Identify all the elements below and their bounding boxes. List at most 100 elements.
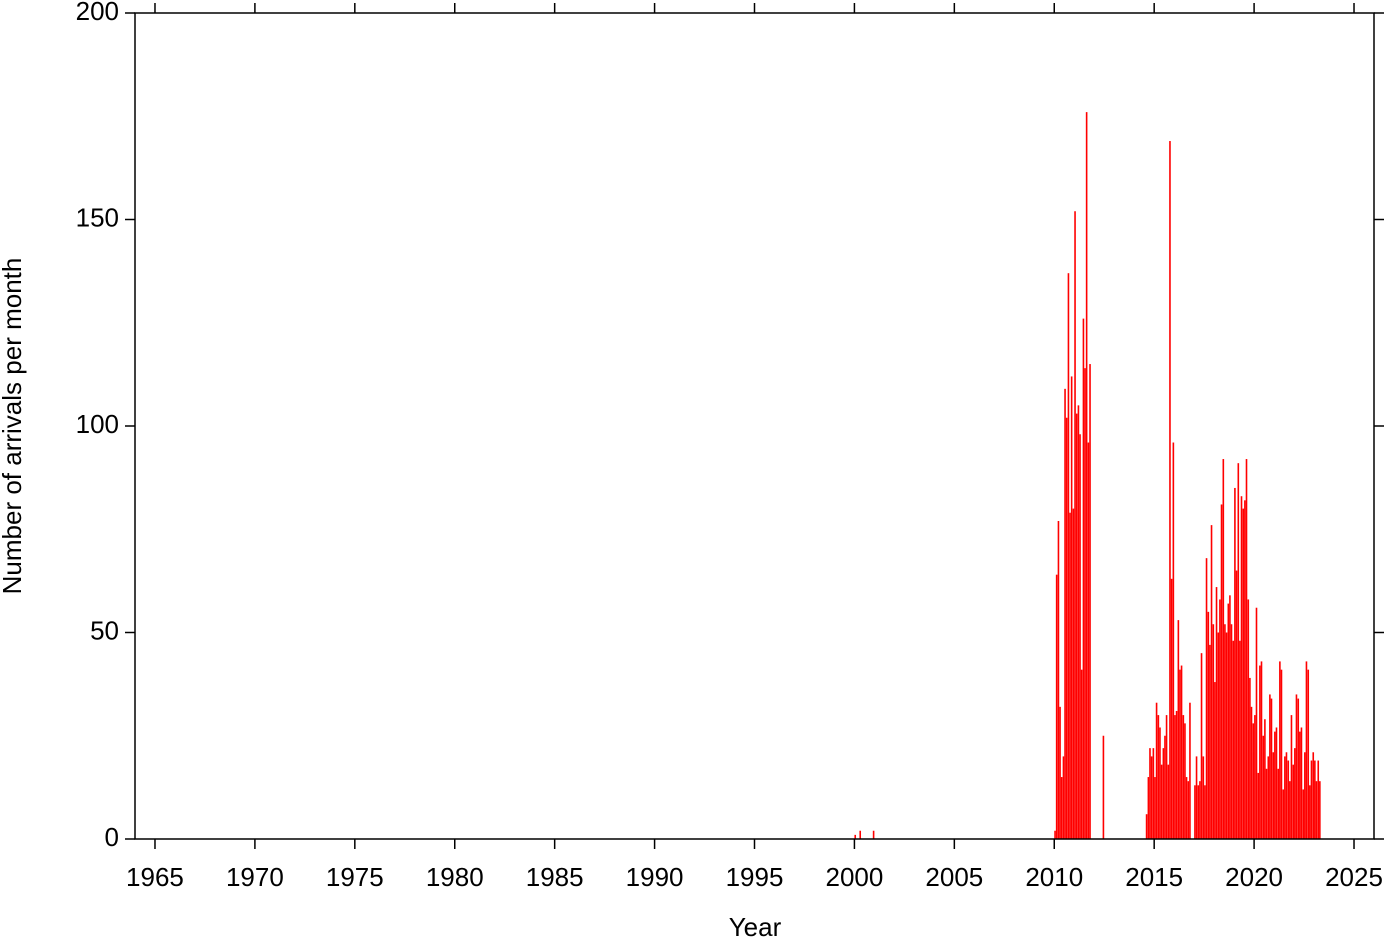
bar: [1305, 661, 1308, 839]
bar: [1277, 768, 1280, 839]
y-tick-label: 50: [90, 615, 119, 645]
bar: [1174, 715, 1176, 839]
bar: [1284, 756, 1286, 839]
bar: [1239, 640, 1241, 839]
bar: [1060, 777, 1063, 839]
bar: [1287, 760, 1290, 839]
bar: [1237, 463, 1240, 839]
bar: [1172, 442, 1175, 839]
y-axis-label: Number of arrivals per month: [0, 258, 27, 595]
bar: [1304, 752, 1306, 839]
bar: [1159, 727, 1161, 839]
bar: [1169, 141, 1171, 839]
bar: [1312, 752, 1315, 839]
bar: [1297, 698, 1300, 839]
bar: [1225, 632, 1228, 839]
bar: [1154, 777, 1156, 839]
bar: [1310, 760, 1313, 839]
x-tick-label: 1980: [426, 862, 484, 892]
bar: [1280, 669, 1283, 839]
bar: [872, 830, 875, 839]
bar: [1272, 752, 1275, 839]
bar: [1215, 587, 1218, 839]
bar: [1252, 723, 1255, 839]
bar: [1080, 669, 1083, 839]
bar: [1255, 607, 1258, 839]
bar: [1185, 777, 1188, 839]
bar: [1170, 578, 1173, 839]
x-tick-label: 1990: [626, 862, 684, 892]
bar: [1299, 731, 1301, 839]
x-tick-label: 2010: [1025, 862, 1083, 892]
bar: [1264, 719, 1266, 839]
bar: [1162, 748, 1165, 839]
bar: [1282, 789, 1285, 839]
bar: [1235, 570, 1238, 839]
bar: [1307, 669, 1310, 839]
bar: [1164, 735, 1166, 839]
y-tick-label: 150: [76, 202, 119, 232]
bar: [1207, 611, 1210, 839]
bar: [1157, 715, 1160, 839]
bar: [1294, 748, 1296, 839]
bar: [1177, 620, 1180, 839]
bar: [1069, 512, 1071, 839]
bar: [1290, 715, 1293, 839]
bar: [1184, 723, 1186, 839]
bar: [1065, 417, 1068, 839]
bar: [1219, 599, 1221, 839]
bar: [1275, 727, 1278, 839]
bar: [1204, 785, 1206, 839]
bar: [1319, 781, 1321, 839]
bar: [1189, 702, 1191, 839]
bar: [1254, 715, 1256, 839]
bar: [1160, 764, 1163, 839]
bar: [1055, 574, 1058, 839]
x-tick-label: 1995: [726, 862, 784, 892]
bar: [859, 830, 862, 839]
bar: [1234, 487, 1236, 839]
bar: [1202, 756, 1205, 839]
bar: [1054, 830, 1056, 839]
bar: [1205, 558, 1208, 839]
bar: [1084, 368, 1086, 839]
bar: [1149, 748, 1151, 839]
bar: [1262, 735, 1265, 839]
bar: [1072, 508, 1075, 839]
bar: [1167, 764, 1170, 839]
bar: [1057, 520, 1060, 839]
bar: [1317, 760, 1320, 839]
bar: [1269, 694, 1271, 839]
bar: [1244, 500, 1246, 839]
bar: [1085, 112, 1088, 840]
bar: [1079, 434, 1081, 839]
bar: [1199, 781, 1201, 839]
bar: [1232, 640, 1235, 839]
bar: [1152, 748, 1155, 839]
bar: [1229, 595, 1231, 839]
bar: [1302, 789, 1305, 839]
bar: [1194, 785, 1196, 839]
bar: [1224, 624, 1226, 839]
bar: [1182, 715, 1185, 839]
x-tick-label: 1975: [326, 862, 384, 892]
bar: [1187, 781, 1190, 839]
bar: [854, 834, 857, 839]
bar: [1145, 814, 1148, 839]
bar: [1209, 644, 1211, 839]
bar: [1197, 785, 1200, 839]
x-axis-label: Year: [729, 912, 782, 942]
bar: [1285, 752, 1288, 839]
bar: [1247, 599, 1250, 839]
bar: [1059, 706, 1061, 839]
bar: [1260, 661, 1263, 839]
bar: [1212, 624, 1215, 839]
bar: [1089, 364, 1091, 839]
bar: [1214, 682, 1216, 839]
bar: [1102, 735, 1105, 839]
bar: [1259, 665, 1261, 839]
bar: [1314, 760, 1316, 839]
bar: [1210, 525, 1213, 839]
x-tick-label: 2020: [1225, 862, 1283, 892]
bar: [1292, 764, 1295, 839]
